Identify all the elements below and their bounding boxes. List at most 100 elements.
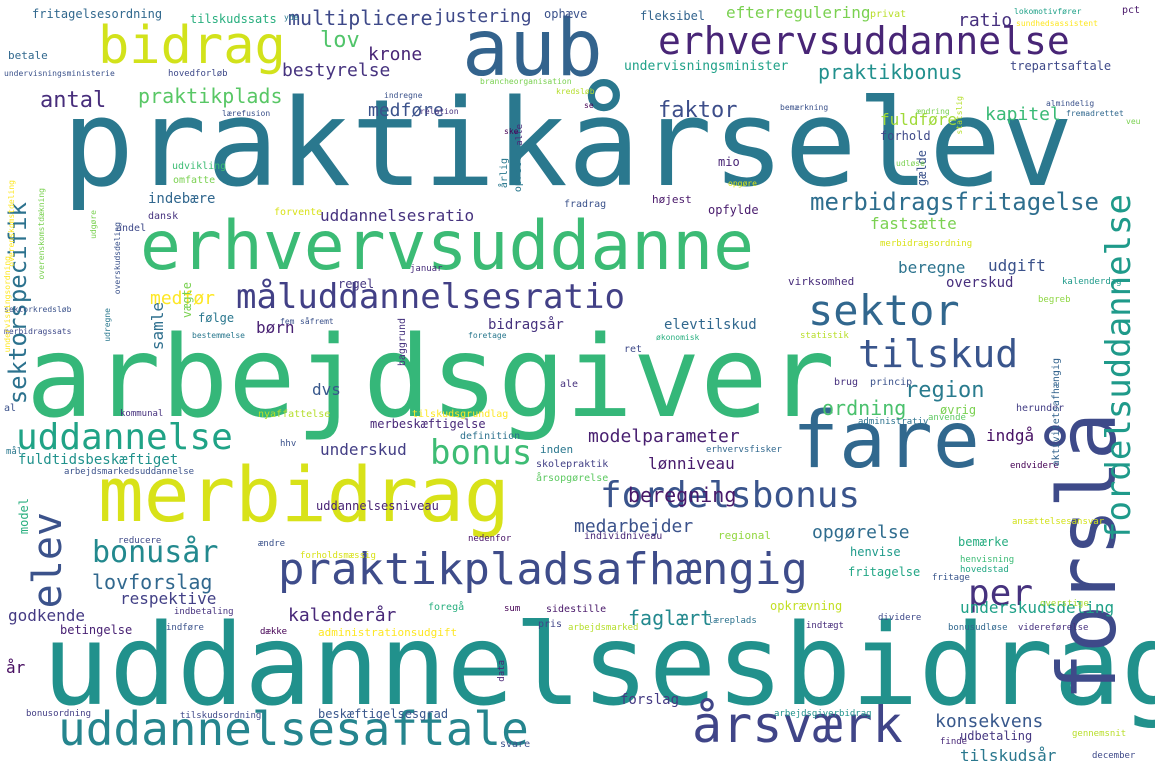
word: indføre xyxy=(166,623,204,633)
word: godkende xyxy=(8,606,86,625)
word: efterregulering xyxy=(726,3,871,22)
word: inden xyxy=(540,443,574,456)
word: fremadrettet xyxy=(1066,109,1124,118)
word: betale xyxy=(8,49,48,62)
word: definition xyxy=(460,431,521,442)
word: såfremt xyxy=(300,317,334,326)
word: uddannelse xyxy=(16,417,233,458)
word: bonusår xyxy=(92,535,219,570)
word: udløse xyxy=(896,159,925,168)
word: henvisning xyxy=(960,555,1015,565)
word: underskud xyxy=(320,440,407,459)
word: merbidragssats xyxy=(4,327,72,336)
word: endvidere xyxy=(1010,461,1059,471)
word: merbeskæftigelse xyxy=(370,417,486,431)
word: fuldføre xyxy=(880,110,958,129)
word: oprette xyxy=(513,150,524,193)
word: betingelse xyxy=(60,623,133,637)
word: medarbejder xyxy=(574,516,694,537)
word: ret xyxy=(624,344,643,355)
word: faglært xyxy=(628,606,713,630)
word: vægte xyxy=(180,282,194,319)
word: almindelig xyxy=(1046,99,1095,108)
word: aub xyxy=(462,4,603,94)
word: bonusordning xyxy=(26,709,92,719)
word: praktikårselev xyxy=(62,75,1074,214)
word: fritage xyxy=(932,573,970,583)
word: forholdsmæssig xyxy=(300,551,376,561)
word: al xyxy=(4,403,17,414)
word: bidrag xyxy=(98,16,286,76)
word: nedenfor xyxy=(468,534,512,544)
word: model xyxy=(17,498,31,535)
word: opgørelse xyxy=(812,522,910,543)
word: ændring xyxy=(916,107,950,116)
word: indebære xyxy=(148,191,216,207)
word: overenskomstdeling xyxy=(7,180,16,267)
word: overskud xyxy=(946,275,1014,291)
word: modelparameter xyxy=(588,426,740,447)
word: årsværk xyxy=(692,696,903,754)
word: fleksibel xyxy=(640,9,706,23)
word: videreførelse xyxy=(1018,623,1089,633)
word: mål xyxy=(6,447,23,457)
word: krone xyxy=(368,44,423,65)
word: læreplads xyxy=(708,616,757,626)
word: foregå xyxy=(428,602,465,613)
word: erhvervsfisker xyxy=(706,445,782,455)
word: statslig xyxy=(955,96,964,135)
word: undervisningsministerie xyxy=(4,69,115,78)
word: udvikling xyxy=(172,161,227,172)
word: konsekvens xyxy=(935,711,1044,732)
word: kapitel xyxy=(985,104,1061,125)
word: bestemmelse xyxy=(192,331,245,340)
word: undervisningsminister xyxy=(624,59,789,74)
word: gælde xyxy=(915,150,929,187)
word: dække xyxy=(260,627,288,637)
word: fuldtidsbeskæftiget xyxy=(18,452,179,468)
word: opfylde xyxy=(708,203,759,217)
word: arbejdsgiver xyxy=(26,313,836,443)
word: ophæve xyxy=(544,7,588,21)
word: udgøre xyxy=(89,210,98,239)
word: opgøre xyxy=(728,179,757,188)
word: merbidragsfritagelse xyxy=(810,188,1099,216)
word: udgift xyxy=(988,256,1046,275)
word: ordning xyxy=(822,396,907,420)
word: justering xyxy=(434,6,532,27)
word: sektorkredsløb xyxy=(4,305,72,314)
word: bestyrelse xyxy=(282,60,391,81)
word: øvrig xyxy=(940,403,977,417)
word: administrativ xyxy=(858,417,929,427)
word: økonomisk xyxy=(656,333,700,342)
word: underskudsdeling xyxy=(960,598,1115,617)
word: sum xyxy=(504,604,521,614)
word: yde xyxy=(284,13,299,22)
word: herunder xyxy=(1016,403,1065,414)
word: overskudsdeling xyxy=(113,222,122,295)
word: uddannelsesniveau xyxy=(316,499,439,513)
word: pct xyxy=(1122,5,1141,16)
word: nyaffattelse xyxy=(258,409,331,420)
word: merbidrag xyxy=(98,450,510,539)
word: elev xyxy=(25,512,71,609)
word: sundhedsassistent xyxy=(1016,19,1098,28)
word: region xyxy=(905,378,985,403)
word: udregne xyxy=(103,308,112,342)
word: overstige xyxy=(1040,599,1089,609)
word: tilskudsår xyxy=(960,746,1057,765)
word: veu xyxy=(1126,117,1141,126)
word: bemærkning xyxy=(780,103,829,112)
word: per xyxy=(968,573,1034,614)
word: kalenderdag xyxy=(1062,277,1122,287)
word: børn xyxy=(256,318,295,337)
word: princip xyxy=(870,377,913,388)
word: forhold xyxy=(880,129,931,143)
word: foretage xyxy=(468,331,507,340)
word: tilskudsordning xyxy=(180,711,262,721)
word: statistik xyxy=(800,331,849,341)
word: gennemsnit xyxy=(1072,729,1127,739)
word: tilskudsgrundlag xyxy=(412,409,509,420)
word: hovedstad xyxy=(960,565,1009,575)
word: uddannelsesbidrag xyxy=(42,601,1155,731)
